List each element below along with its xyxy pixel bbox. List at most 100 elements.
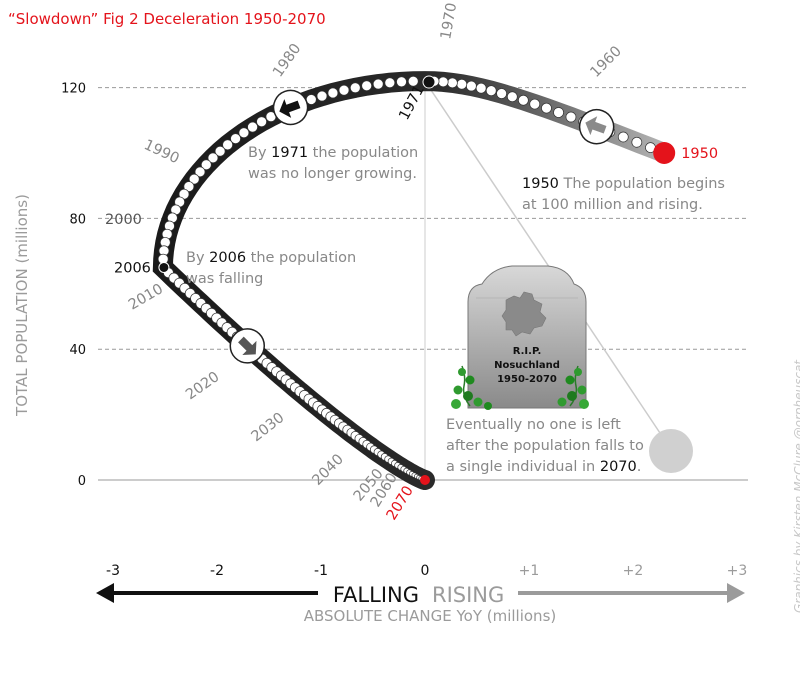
annotation-1971-pre: By (248, 145, 271, 161)
annotation-end-line3: a single individual in (446, 459, 600, 475)
annotation-2006: By 2006 the population was falling (186, 250, 361, 287)
annotation-end: Eventually no one is left after the popu… (446, 417, 648, 475)
data-point-1981 (305, 94, 317, 105)
data-point-1994 (194, 166, 206, 178)
rising-direction-arrow-icon (578, 108, 615, 145)
data-point-1968 (447, 77, 458, 89)
ivy-right-icon (557, 365, 589, 409)
tombstone-line3: 1950-2070 (497, 374, 557, 385)
decade-label-1980: 1980 (270, 41, 304, 80)
decade-label-1990: 1990 (141, 137, 181, 167)
data-point-1978 (338, 84, 350, 96)
annotation-2006-pre: By (186, 250, 209, 266)
data-point-1958 (553, 107, 564, 118)
data-point-1979 (327, 87, 339, 99)
data-point-1952 (631, 136, 643, 148)
data-point-1993 (200, 159, 212, 171)
falling-label: FALLING (333, 583, 419, 607)
key-point-1971 (422, 75, 436, 89)
decade-label-2040: 2040 (310, 451, 347, 488)
country-silhouette-icon (501, 291, 547, 337)
data-point-1966 (465, 80, 477, 92)
data-point-1960 (529, 98, 541, 110)
data-point-1990 (222, 139, 233, 151)
descending-direction-arrow-icon-shape (238, 336, 257, 356)
key-point-1950 (653, 142, 676, 164)
data-point-1962 (506, 91, 518, 103)
x-axis-title: ABSOLUTE CHANGE YoY (millions) (304, 607, 556, 625)
annotation-2006-line2: was falling (186, 271, 263, 287)
x-tick-+1: +1 (519, 563, 540, 579)
annotation-1971-year: 1971 (271, 145, 308, 161)
data-point-1992 (207, 152, 219, 164)
annotation-1971: By 1971 the population was no longer gro… (248, 145, 423, 182)
direction-arrows (229, 89, 615, 364)
annotation-2006-line1: the population (246, 250, 356, 266)
x-tick-+2: +2 (623, 563, 644, 579)
annotation-end-year: 2070 (600, 459, 637, 475)
decade-label-2030: 2030 (249, 410, 288, 445)
data-point-1980 (316, 90, 328, 102)
annotation-2006-year: 2006 (209, 250, 246, 266)
annotation-1950-line1: The population begins (559, 176, 725, 192)
key-point-2070 (420, 475, 430, 485)
data-point-1996 (183, 181, 195, 192)
x-tick-0: 0 (421, 563, 430, 579)
data-point-1989 (230, 133, 241, 144)
data-point-1972 (407, 75, 419, 87)
y-axis-title: TOTAL POPULATION (millions) (13, 194, 31, 417)
data-point-1975 (372, 78, 384, 90)
decade-label-2020: 2020 (183, 369, 222, 403)
decade-label-2000: 2000 (105, 212, 142, 228)
data-point-1987 (247, 121, 258, 133)
data-point-1974 (384, 77, 396, 89)
data-point-1964 (485, 85, 497, 97)
decade-label-1970: 1970 (438, 2, 460, 41)
tombstone-line2: Nosuchland (494, 360, 560, 371)
y-tick-40: 40 (69, 343, 86, 358)
data-point-1965 (475, 82, 487, 94)
end-leader-line (424, 80, 663, 437)
data-point-1995 (188, 173, 200, 185)
graphics-credit: Graphics by Kirsten McClure @orpheuscat (792, 360, 800, 614)
rising-arrow (518, 583, 745, 603)
data-point-1991 (214, 145, 226, 157)
rising-label: RISING (432, 583, 504, 607)
y-tick-0: 0 (78, 474, 86, 489)
data-point-1969 (437, 76, 449, 88)
ivy-left-icon (451, 365, 492, 410)
decade-label-1960: 1960 (588, 43, 625, 80)
data-point-1988 (238, 127, 250, 139)
key-point-2006 (158, 261, 170, 273)
rising-direction-arrow-icon-shape (585, 116, 607, 136)
x-tick-labels: -3 -2 -1 0 +1 +2 +3 (106, 563, 747, 579)
data-point-1963 (496, 88, 507, 99)
y-tick-80: 80 (69, 212, 86, 227)
annotation-1971-line1: the population (308, 145, 418, 161)
annotation-end-dot: . (637, 459, 642, 475)
data-point-1986 (256, 116, 267, 128)
x-tick--1: -1 (314, 563, 328, 579)
data-point-1973 (396, 76, 407, 88)
key-label-1950: 1950 (681, 146, 718, 162)
y-tick-120: 120 (61, 82, 86, 97)
annotation-1971-line2: was no longer growing. (248, 166, 417, 182)
chart-title: “Slowdown” Fig 2 Deceleration 1950-2070 (8, 10, 326, 28)
key-label-2006: 2006 (114, 260, 151, 276)
yearly-data-points (157, 75, 656, 482)
data-point-1953 (617, 131, 629, 143)
data-point-1976 (361, 80, 373, 92)
tombstone-line1: R.I.P. (513, 346, 542, 357)
falling-arrow (96, 583, 318, 603)
x-tick-+3: +3 (727, 563, 748, 579)
descending-direction-arrow-icon (229, 328, 266, 364)
data-point-1977 (349, 82, 361, 94)
tombstone: R.I.P. Nosuchland 1950-2070 (451, 265, 589, 410)
data-point-1967 (456, 78, 468, 90)
x-tick--3: -3 (106, 563, 120, 579)
decade-label-2010: 2010 (126, 281, 166, 313)
annotation-end-line2: after the population falls to (446, 438, 644, 454)
annotation-1950: 1950 The population begins at 100 millio… (522, 176, 730, 213)
end-ghost-circle (649, 429, 693, 473)
